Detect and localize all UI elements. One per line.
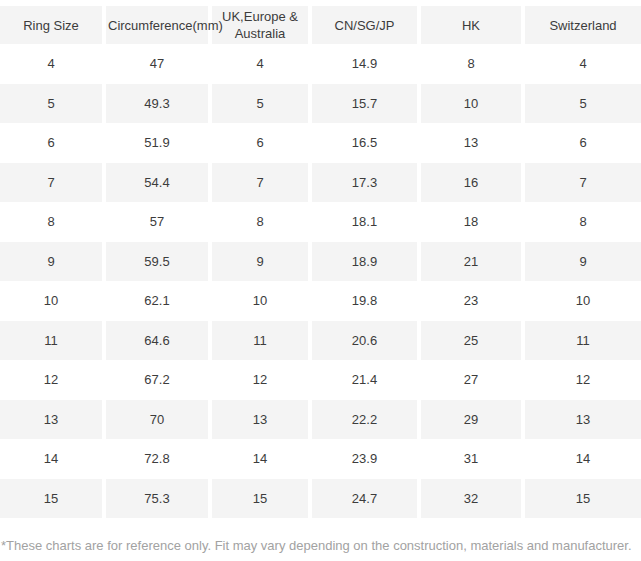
column-header: UK,Europe & Australia <box>208 6 308 44</box>
table-cell: 15.7 <box>308 84 417 124</box>
table-cell: 13 <box>208 400 308 440</box>
ring-size-table-header-row: Ring SizeCircumference(mm)UK,Europe & Au… <box>0 6 641 44</box>
table-cell: 6 <box>208 123 308 163</box>
table-cell: 15 <box>521 479 641 519</box>
table-row: 1164.61120.62511 <box>0 321 641 361</box>
table-cell: 70 <box>102 400 208 440</box>
table-row: 1575.31524.73215 <box>0 479 641 519</box>
table-row: 651.9616.5136 <box>0 123 641 163</box>
ring-size-table: Ring SizeCircumference(mm)UK,Europe & Au… <box>0 6 641 518</box>
table-cell: 19.8 <box>308 281 417 321</box>
table-cell: 12 <box>0 360 102 400</box>
table-cell: 10 <box>208 281 308 321</box>
table-cell: 4 <box>0 44 102 84</box>
table-cell: 16.5 <box>308 123 417 163</box>
table-cell: 17.3 <box>308 163 417 203</box>
table-cell: 8 <box>0 202 102 242</box>
table-row: 959.5918.9219 <box>0 242 641 282</box>
table-cell: 7 <box>0 163 102 203</box>
table-cell: 4 <box>521 44 641 84</box>
table-cell: 18 <box>417 202 521 242</box>
table-cell: 13 <box>521 400 641 440</box>
table-cell: 6 <box>0 123 102 163</box>
table-row: 857818.1188 <box>0 202 641 242</box>
table-cell: 13 <box>0 400 102 440</box>
table-cell: 18.9 <box>308 242 417 282</box>
table-cell: 25 <box>417 321 521 361</box>
table-cell: 67.2 <box>102 360 208 400</box>
table-cell: 57 <box>102 202 208 242</box>
table-cell: 14.9 <box>308 44 417 84</box>
table-cell: 72.8 <box>102 439 208 479</box>
table-cell: 29 <box>417 400 521 440</box>
table-cell: 8 <box>417 44 521 84</box>
table-cell: 16 <box>417 163 521 203</box>
table-cell: 5 <box>208 84 308 124</box>
table-cell: 64.6 <box>102 321 208 361</box>
table-cell: 9 <box>521 242 641 282</box>
table-row: 1267.21221.42712 <box>0 360 641 400</box>
column-header: Circumference(mm) <box>102 6 208 44</box>
table-cell: 9 <box>0 242 102 282</box>
table-cell: 9 <box>208 242 308 282</box>
table-cell: 5 <box>0 84 102 124</box>
table-cell: 8 <box>208 202 308 242</box>
table-cell: 6 <box>521 123 641 163</box>
table-cell: 23.9 <box>308 439 417 479</box>
table-cell: 12 <box>521 360 641 400</box>
column-header: HK <box>417 6 521 44</box>
table-row: 1472.81423.93114 <box>0 439 641 479</box>
table-row: 754.4717.3167 <box>0 163 641 203</box>
table-cell: 62.1 <box>102 281 208 321</box>
column-header: Ring Size <box>0 6 102 44</box>
table-cell: 54.4 <box>102 163 208 203</box>
table-cell: 8 <box>521 202 641 242</box>
table-cell: 31 <box>417 439 521 479</box>
table-cell: 14 <box>521 439 641 479</box>
table-cell: 4 <box>208 44 308 84</box>
table-cell: 32 <box>417 479 521 519</box>
table-row: 549.3515.7105 <box>0 84 641 124</box>
table-cell: 10 <box>0 281 102 321</box>
table-cell: 15 <box>0 479 102 519</box>
table-cell: 14 <box>0 439 102 479</box>
table-row: 1062.11019.82310 <box>0 281 641 321</box>
table-cell: 12 <box>208 360 308 400</box>
table-cell: 75.3 <box>102 479 208 519</box>
reference-disclaimer-note: *These charts are for reference only. Fi… <box>0 538 641 553</box>
table-cell: 13 <box>417 123 521 163</box>
table-cell: 18.1 <box>308 202 417 242</box>
table-cell: 20.6 <box>308 321 417 361</box>
ring-size-chart-page: Ring SizeCircumference(mm)UK,Europe & Au… <box>0 6 641 561</box>
table-cell: 14 <box>208 439 308 479</box>
table-row: 447414.984 <box>0 44 641 84</box>
table-cell: 10 <box>417 84 521 124</box>
table-cell: 11 <box>208 321 308 361</box>
table-cell: 22.2 <box>308 400 417 440</box>
table-cell: 47 <box>102 44 208 84</box>
table-cell: 21 <box>417 242 521 282</box>
table-cell: 21.4 <box>308 360 417 400</box>
table-cell: 23 <box>417 281 521 321</box>
table-cell: 11 <box>521 321 641 361</box>
ring-size-table-head: Ring SizeCircumference(mm)UK,Europe & Au… <box>0 6 641 44</box>
table-cell: 49.3 <box>102 84 208 124</box>
table-cell: 5 <box>521 84 641 124</box>
table-cell: 27 <box>417 360 521 400</box>
table-cell: 15 <box>208 479 308 519</box>
ring-size-table-body: 447414.984549.3515.7105651.9616.5136754.… <box>0 44 641 518</box>
table-cell: 59.5 <box>102 242 208 282</box>
table-cell: 24.7 <box>308 479 417 519</box>
table-cell: 7 <box>208 163 308 203</box>
table-cell: 7 <box>521 163 641 203</box>
column-header: CN/SG/JP <box>308 6 417 44</box>
table-cell: 10 <box>521 281 641 321</box>
table-row: 13701322.22913 <box>0 400 641 440</box>
table-cell: 51.9 <box>102 123 208 163</box>
table-cell: 11 <box>0 321 102 361</box>
column-header: Switzerland <box>521 6 641 44</box>
